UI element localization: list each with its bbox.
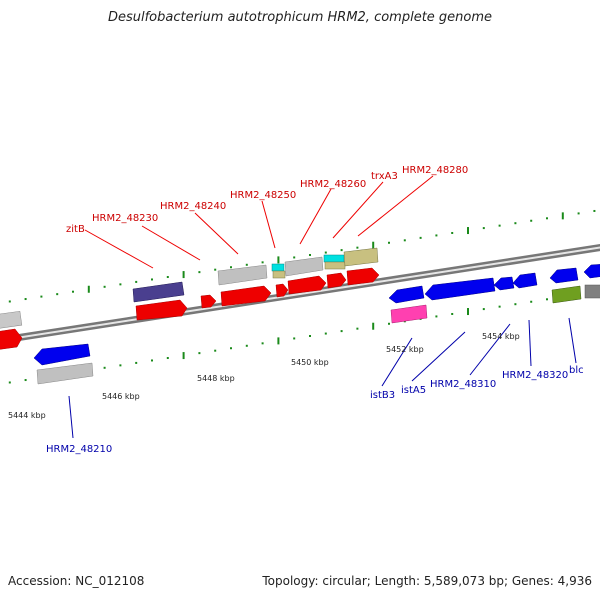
genome-summary: Topology: circular; Length: 5,589,073 bp… [262, 574, 592, 588]
accession-text: Accession: NC_012108 [8, 574, 145, 588]
gene-arrow-reverse[interactable] [549, 267, 579, 284]
gene-arrow-reverse[interactable] [512, 272, 538, 289]
gene-arrow-forward[interactable] [220, 285, 272, 307]
gene-arrow-forward[interactable] [135, 299, 188, 321]
gene-label[interactable]: blc [569, 365, 584, 376]
gene-label[interactable]: HRM2_48260 [300, 179, 366, 190]
map-title: Desulfobacterium autotrophicum HRM2, com… [107, 10, 493, 25]
gene-label[interactable]: HRM2_48280 [402, 165, 468, 176]
gene-pink[interactable] [390, 304, 428, 324]
scale-tick-label: 5448 kbp [197, 374, 235, 383]
gene-arrow-forward[interactable] [0, 328, 23, 350]
gene-arrow-forward[interactable] [200, 294, 217, 309]
gene-label[interactable]: zitB [66, 224, 85, 235]
gene-arrow-forward[interactable] [346, 267, 380, 286]
genome-backbone [0, 244, 600, 344]
scale-tick-label: 5454 kbp [482, 332, 520, 341]
gene-grey[interactable] [217, 264, 268, 286]
gene-label[interactable]: istA5 [401, 385, 426, 396]
gene-olive[interactable] [324, 261, 346, 270]
gene-arrow-reverse[interactable] [424, 277, 496, 301]
gene-arrow-forward[interactable] [287, 275, 327, 295]
gene-label[interactable]: HRM2_48320 [502, 370, 568, 381]
gene-label[interactable]: HRM2_48240 [160, 201, 226, 212]
gene-label[interactable]: HRM2_48250 [230, 190, 296, 201]
gene-label[interactable]: HRM2_48310 [430, 379, 496, 390]
gene-arrow-reverse[interactable] [33, 343, 91, 366]
gene-green[interactable] [551, 285, 582, 304]
scale-tick-label: 5444 kbp [8, 411, 46, 420]
gene-labels-bottom: HRM2_48210 istB3 istA5 HRM2_48310 HRM2_4… [46, 365, 584, 455]
label-connectors [68, 175, 577, 439]
gene-cyan[interactable] [323, 254, 345, 263]
gene-grey[interactable] [284, 256, 324, 277]
scale-tick-label: 5450 kbp [291, 358, 329, 367]
gene-arrow-reverse[interactable] [583, 264, 600, 279]
gene-arrow-forward[interactable] [326, 272, 347, 289]
gene-arrow-reverse[interactable] [388, 285, 425, 304]
gene-labels-top: zitB HRM2_48230 HRM2_48240 HRM2_48250 HR… [66, 165, 468, 235]
scale-tick-label: 5452 kbp [386, 345, 424, 354]
gene-purple[interactable] [132, 281, 185, 303]
gene-label[interactable]: HRM2_48210 [46, 444, 112, 455]
gene-grey[interactable] [584, 284, 600, 299]
gene-olive[interactable] [272, 270, 286, 279]
gene-grey[interactable] [0, 310, 23, 330]
gene-arrow-reverse[interactable] [493, 276, 515, 291]
gene-features [0, 247, 600, 385]
scale-tick-label: 5446 kbp [102, 392, 140, 401]
gene-grey[interactable] [36, 362, 94, 385]
gene-label[interactable]: istB3 [370, 390, 395, 401]
gene-label[interactable]: HRM2_48230 [92, 213, 158, 224]
gene-olive[interactable] [343, 247, 379, 267]
gene-cyan[interactable] [271, 263, 285, 272]
scale-labels: 5444 kbp 5446 kbp 5448 kbp 5450 kbp 5452… [8, 332, 520, 420]
gene-label[interactable]: trxA3 [371, 171, 398, 182]
gene-arrow-forward[interactable] [275, 283, 289, 298]
